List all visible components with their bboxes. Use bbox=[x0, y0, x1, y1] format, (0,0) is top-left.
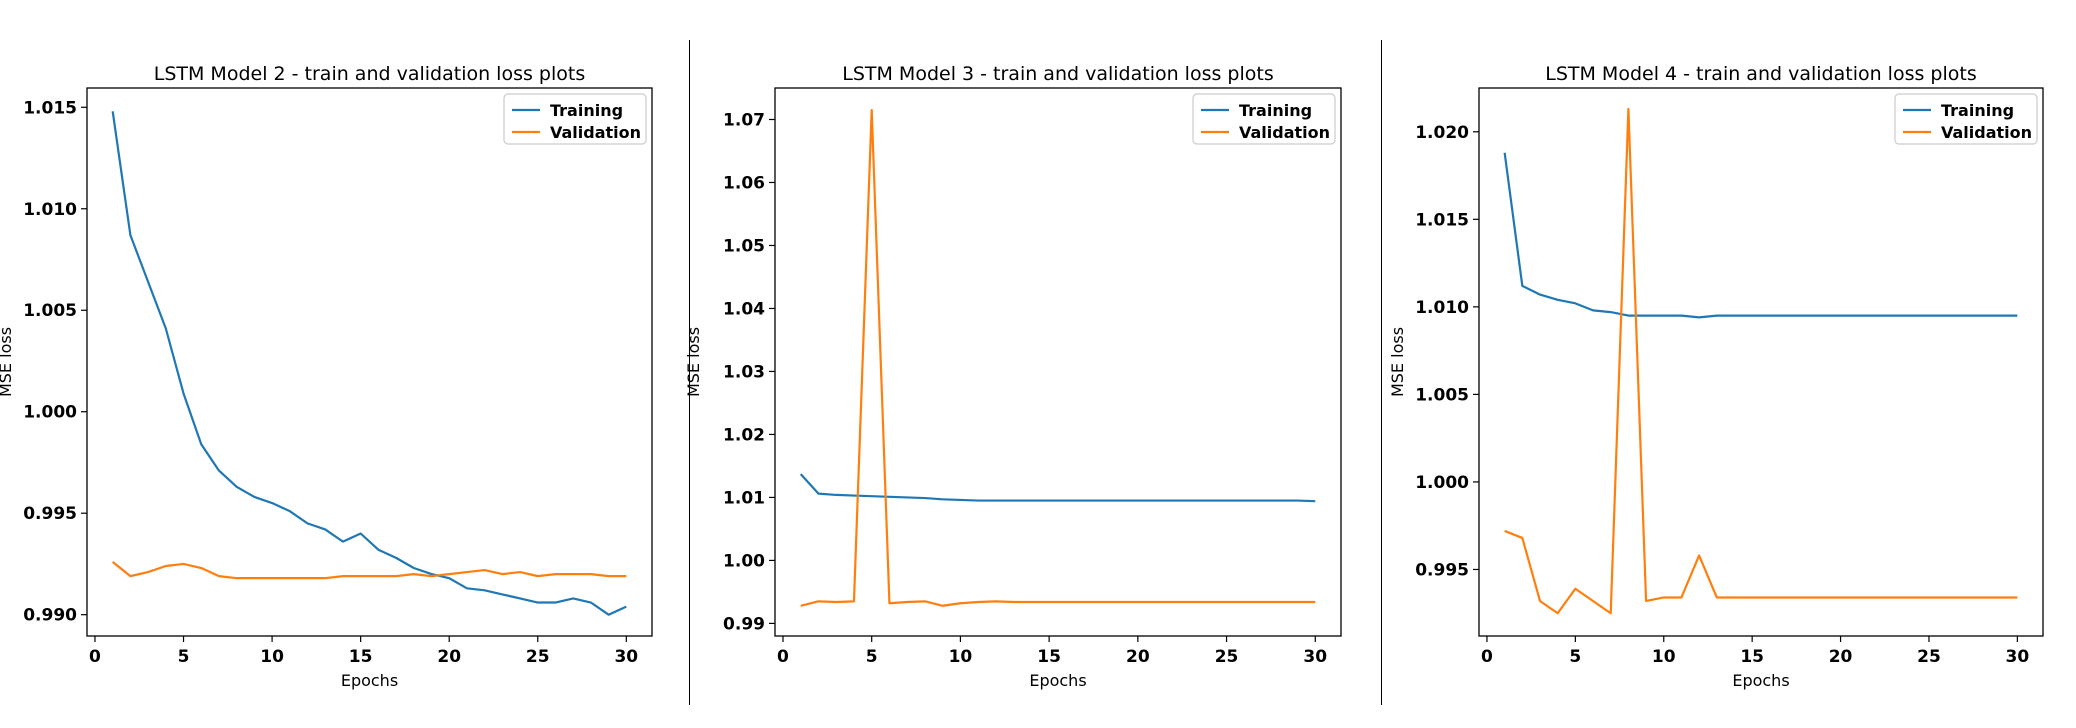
x-axis-label: Epochs bbox=[341, 671, 398, 690]
x-tick-label: 25 bbox=[526, 647, 550, 667]
y-tick-label: 1.000 bbox=[1415, 473, 1469, 493]
x-tick-label: 30 bbox=[2006, 647, 2030, 667]
y-axis-label: MSE loss bbox=[1388, 327, 1407, 397]
series-line-validation bbox=[800, 108, 1316, 607]
y-tick-label: 1.07 bbox=[723, 110, 765, 130]
series-line-training bbox=[111, 111, 627, 616]
axes-frame bbox=[774, 87, 1342, 637]
y-tick-label: 1.03 bbox=[723, 362, 765, 382]
x-tick-label: 10 bbox=[949, 647, 973, 667]
x-tick-label: 20 bbox=[1126, 647, 1150, 667]
x-tick-label: 10 bbox=[260, 647, 284, 667]
y-tick-label: 1.01 bbox=[723, 488, 765, 508]
y-tick-label: 0.995 bbox=[23, 504, 77, 524]
legend-label-validation: Validation bbox=[1941, 123, 2032, 142]
series-line-validation bbox=[111, 561, 627, 580]
panel-divider-left bbox=[689, 40, 690, 705]
y-axis-label: MSE loss bbox=[0, 327, 15, 397]
y-tick-label: 0.995 bbox=[1415, 560, 1469, 580]
y-tick-label: 1.020 bbox=[1415, 123, 1469, 143]
chart-panel-3: 0 5 10 15 20 25 30 0.995 1.000 1.005 1.010 1.015 1.0… bbox=[1388, 63, 2044, 690]
legend-label-training: Training bbox=[1941, 101, 2014, 120]
y-tick-label: 0.990 bbox=[23, 606, 77, 626]
x-tick-label: 20 bbox=[437, 647, 461, 667]
y-tick-label: 1.015 bbox=[23, 98, 77, 118]
y-tick-label: 1.010 bbox=[23, 200, 77, 220]
axes-frame bbox=[86, 87, 653, 637]
y-tick-label: 1.05 bbox=[723, 236, 765, 256]
chart-panel-2: 0 5 10 15 20 25 30 0.99 1.00 1.01 1.02 1.03 1.04 1.05… bbox=[684, 63, 1342, 690]
legend-label-training: Training bbox=[1239, 101, 1312, 120]
x-tick-label: 30 bbox=[1303, 647, 1327, 667]
x-tick-label: 0 bbox=[89, 647, 101, 667]
x-tick-label: 10 bbox=[1652, 647, 1676, 667]
chart-title: LSTM Model 2 - train and validation loss… bbox=[154, 63, 585, 85]
legend-label-validation: Validation bbox=[550, 123, 641, 142]
y-tick-label: 1.00 bbox=[723, 551, 765, 571]
legend-label-training: Training bbox=[550, 101, 623, 120]
x-tick-label: 25 bbox=[1917, 647, 1941, 667]
panel-divider-right bbox=[1381, 40, 1382, 705]
x-tick-label: 25 bbox=[1215, 647, 1239, 667]
y-tick-label: 1.04 bbox=[723, 299, 765, 319]
axes-frame bbox=[1478, 87, 2044, 637]
x-axis-label: Epochs bbox=[1732, 671, 1789, 690]
y-tick-label: 1.005 bbox=[1415, 385, 1469, 405]
y-axis-label: MSE loss bbox=[684, 327, 703, 397]
x-tick-label: 30 bbox=[614, 647, 638, 667]
x-tick-label: 5 bbox=[178, 647, 190, 667]
series-line-validation bbox=[1504, 107, 2018, 615]
y-tick-label: 1.000 bbox=[23, 403, 77, 423]
x-tick-label: 5 bbox=[1569, 647, 1581, 667]
chart-title: LSTM Model 3 - train and validation loss… bbox=[842, 63, 1273, 85]
y-tick-label: 1.06 bbox=[723, 173, 765, 193]
legend: Training Validation bbox=[1894, 93, 2038, 145]
x-tick-label: 0 bbox=[777, 647, 789, 667]
x-tick-label: 15 bbox=[1037, 647, 1061, 667]
x-tick-label: 0 bbox=[1481, 647, 1493, 667]
y-tick-label: 1.010 bbox=[1415, 298, 1469, 318]
x-tick-label: 15 bbox=[349, 647, 373, 667]
x-tick-label: 20 bbox=[1829, 647, 1853, 667]
y-tick-label: 1.02 bbox=[723, 425, 765, 445]
legend: Training Validation bbox=[503, 93, 647, 145]
legend: Training Validation bbox=[1192, 93, 1336, 145]
x-axis-label: Epochs bbox=[1029, 671, 1086, 690]
y-tick-label: 0.99 bbox=[723, 614, 765, 634]
x-tick-label: 5 bbox=[866, 647, 878, 667]
y-tick-label: 1.005 bbox=[23, 301, 77, 321]
x-tick-label: 15 bbox=[1740, 647, 1764, 667]
series-line-training bbox=[799, 473, 1316, 503]
y-tick-label: 1.015 bbox=[1415, 210, 1469, 230]
legend-label-validation: Validation bbox=[1239, 123, 1330, 142]
chart-title: LSTM Model 4 - train and validation loss… bbox=[1545, 63, 1976, 85]
series-line-training bbox=[1503, 152, 2018, 319]
chart-panel-1: 0 5 10 15 20 25 30 0.990 0.995 1.000 1.005 1.010 1.0… bbox=[0, 63, 653, 690]
